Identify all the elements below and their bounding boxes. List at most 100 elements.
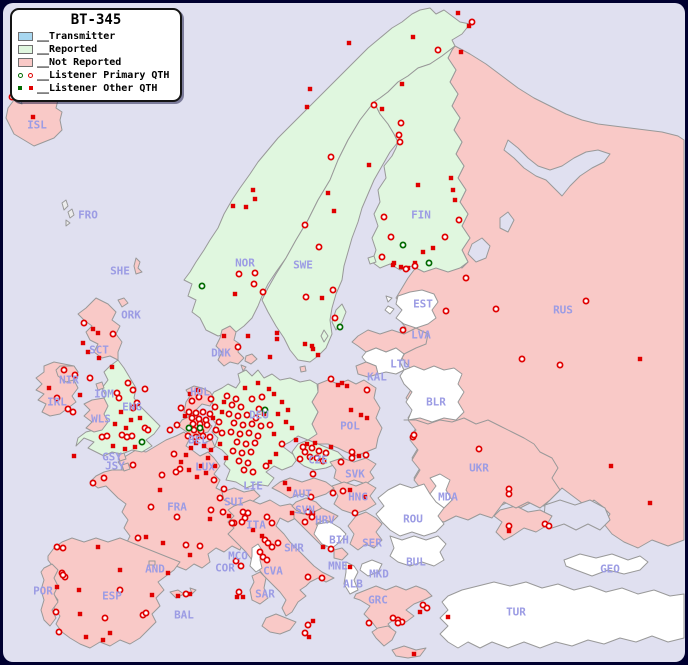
listener-other-qth-marker	[198, 463, 204, 469]
listener-other-qth-marker	[315, 352, 321, 358]
listener-primary-qth-marker	[278, 440, 286, 448]
listener-primary-qth-marker	[242, 440, 250, 448]
listener-other-qth-marker	[312, 440, 318, 446]
listener-other-qth-marker	[186, 467, 192, 473]
listener-other-qth-marker	[226, 513, 232, 519]
region-orkney	[117, 297, 129, 308]
listener-other-qth-marker	[420, 249, 426, 255]
listener-other-qth-marker	[274, 330, 280, 336]
listener-other-qth-marker	[77, 611, 83, 617]
listener-other-qth-marker	[71, 453, 77, 459]
listener-other-qth-marker	[95, 544, 101, 550]
listener-other-qth-marker	[243, 204, 249, 210]
listener-primary-qth-marker	[170, 450, 178, 458]
listener-other-qth-marker	[182, 413, 188, 419]
listener-other-qth-marker	[304, 104, 310, 110]
listener-primary-qth-marker	[80, 319, 88, 327]
region-dnk_isle1	[244, 353, 258, 365]
europe-map-frame: ISL FRO SHE ORK SCT NIR IRL IOM ENG WLS GSY JSY NOR S…	[3, 3, 685, 662]
listener-other-qth-marker	[128, 417, 134, 423]
region-sardinia	[249, 571, 269, 605]
listener-primary-qth-marker	[229, 447, 237, 455]
listener-primary-qth-marker	[370, 101, 378, 109]
listener-primary-qth-marker	[53, 394, 61, 402]
listener-primary-qth-marker	[195, 393, 203, 401]
country-BLR	[399, 365, 465, 423]
listener-other-qth-marker	[637, 356, 643, 362]
legend-item: __Listener Other QTH	[18, 82, 174, 94]
listener-primary-qth-marker	[301, 518, 309, 526]
listener-other-qth-marker	[309, 343, 315, 349]
listener-primary-qth-marker	[144, 426, 152, 434]
listener-other-qth-marker	[207, 516, 213, 522]
listener-other-qth-marker	[275, 411, 281, 417]
country-KAL	[355, 361, 379, 378]
listener-other-qth-marker	[165, 570, 171, 576]
listener-primary-qth-marker	[115, 394, 123, 402]
country-SER	[347, 511, 383, 551]
listener-primary-qth-marker	[124, 379, 132, 387]
listener-primary-qth-marker	[327, 375, 335, 383]
legend-item-label: __Not Reported	[37, 56, 122, 68]
listener-primary-qth-marker	[318, 574, 326, 582]
listener-primary-qth-marker	[103, 432, 111, 440]
listener-primary-qth-marker	[158, 471, 166, 479]
listener-primary-qth-marker	[387, 233, 395, 241]
listener-primary-qth-marker	[249, 468, 257, 476]
listener-primary-qth-marker	[211, 403, 219, 411]
listener-other-qth-marker	[346, 40, 352, 46]
listener-other-qth-marker	[117, 567, 123, 573]
country-BIH	[313, 521, 347, 549]
region-faroe1	[61, 199, 69, 211]
listener-primary-qth-marker	[196, 424, 204, 432]
listener-other-qth-marker	[267, 354, 273, 360]
listener-primary-qth-marker	[215, 418, 223, 426]
listener-primary-qth-marker	[142, 609, 150, 617]
listener-other-qth-marker	[410, 34, 416, 40]
listener-primary-qth-marker	[212, 426, 220, 434]
europe-map[interactable]	[3, 3, 685, 662]
listener-primary-qth-marker	[237, 562, 245, 570]
listener-primary-qth-marker	[274, 539, 282, 547]
country-HNG	[331, 481, 377, 515]
listener-primary-qth-marker	[365, 619, 373, 627]
listener-other-qth-marker	[187, 591, 193, 597]
listener-primary-qth-marker	[141, 385, 149, 393]
listener-other-qth-marker	[54, 584, 60, 590]
listener-other-qth-marker	[647, 500, 653, 506]
listener-other-qth-marker	[328, 444, 334, 450]
listener-primary-qth-marker	[251, 269, 259, 277]
listener-primary-qth-marker	[128, 432, 136, 440]
listener-primary-qth-marker	[261, 406, 269, 414]
listener-primary-qth-marker	[410, 431, 418, 439]
region-faroe2	[67, 208, 75, 219]
listener-primary-qth-marker	[101, 614, 109, 622]
listener-other-qth-marker	[348, 407, 354, 413]
listener-other-icon	[18, 84, 33, 93]
country-ROU	[375, 483, 445, 537]
country-BUL	[389, 535, 447, 567]
listener-primary-qth-marker	[309, 470, 317, 478]
listener-primary-qth-marker	[188, 397, 196, 405]
listener-other-qth-marker	[221, 399, 227, 405]
listener-primary-qth-marker	[220, 485, 228, 493]
listener-other-qth-marker	[347, 487, 353, 493]
listener-other-qth-marker	[306, 634, 312, 640]
listener-primary-qth-marker	[264, 539, 272, 547]
listener-primary-qth-marker	[236, 430, 244, 438]
listener-other-qth-marker	[194, 474, 200, 480]
listener-primary-qth-marker	[263, 556, 271, 564]
listener-primary-qth-marker	[235, 588, 243, 596]
legend-item-label: __Transmitter	[37, 30, 116, 42]
listener-primary-qth-marker	[322, 449, 330, 457]
listener-primary-qth-marker	[177, 404, 185, 412]
listener-other-qth-marker	[208, 447, 214, 453]
listener-primary-qth-marker	[182, 541, 190, 549]
listener-primary-qth-marker	[257, 422, 265, 430]
listener-primary-qth-marker	[363, 386, 371, 394]
listener-primary-qth-marker	[243, 411, 251, 419]
listener-other-qth-marker	[302, 341, 308, 347]
listener-other-qth-marker	[289, 425, 295, 431]
listener-primary-qth-marker	[455, 216, 463, 224]
listener-other-qth-marker	[250, 527, 256, 533]
